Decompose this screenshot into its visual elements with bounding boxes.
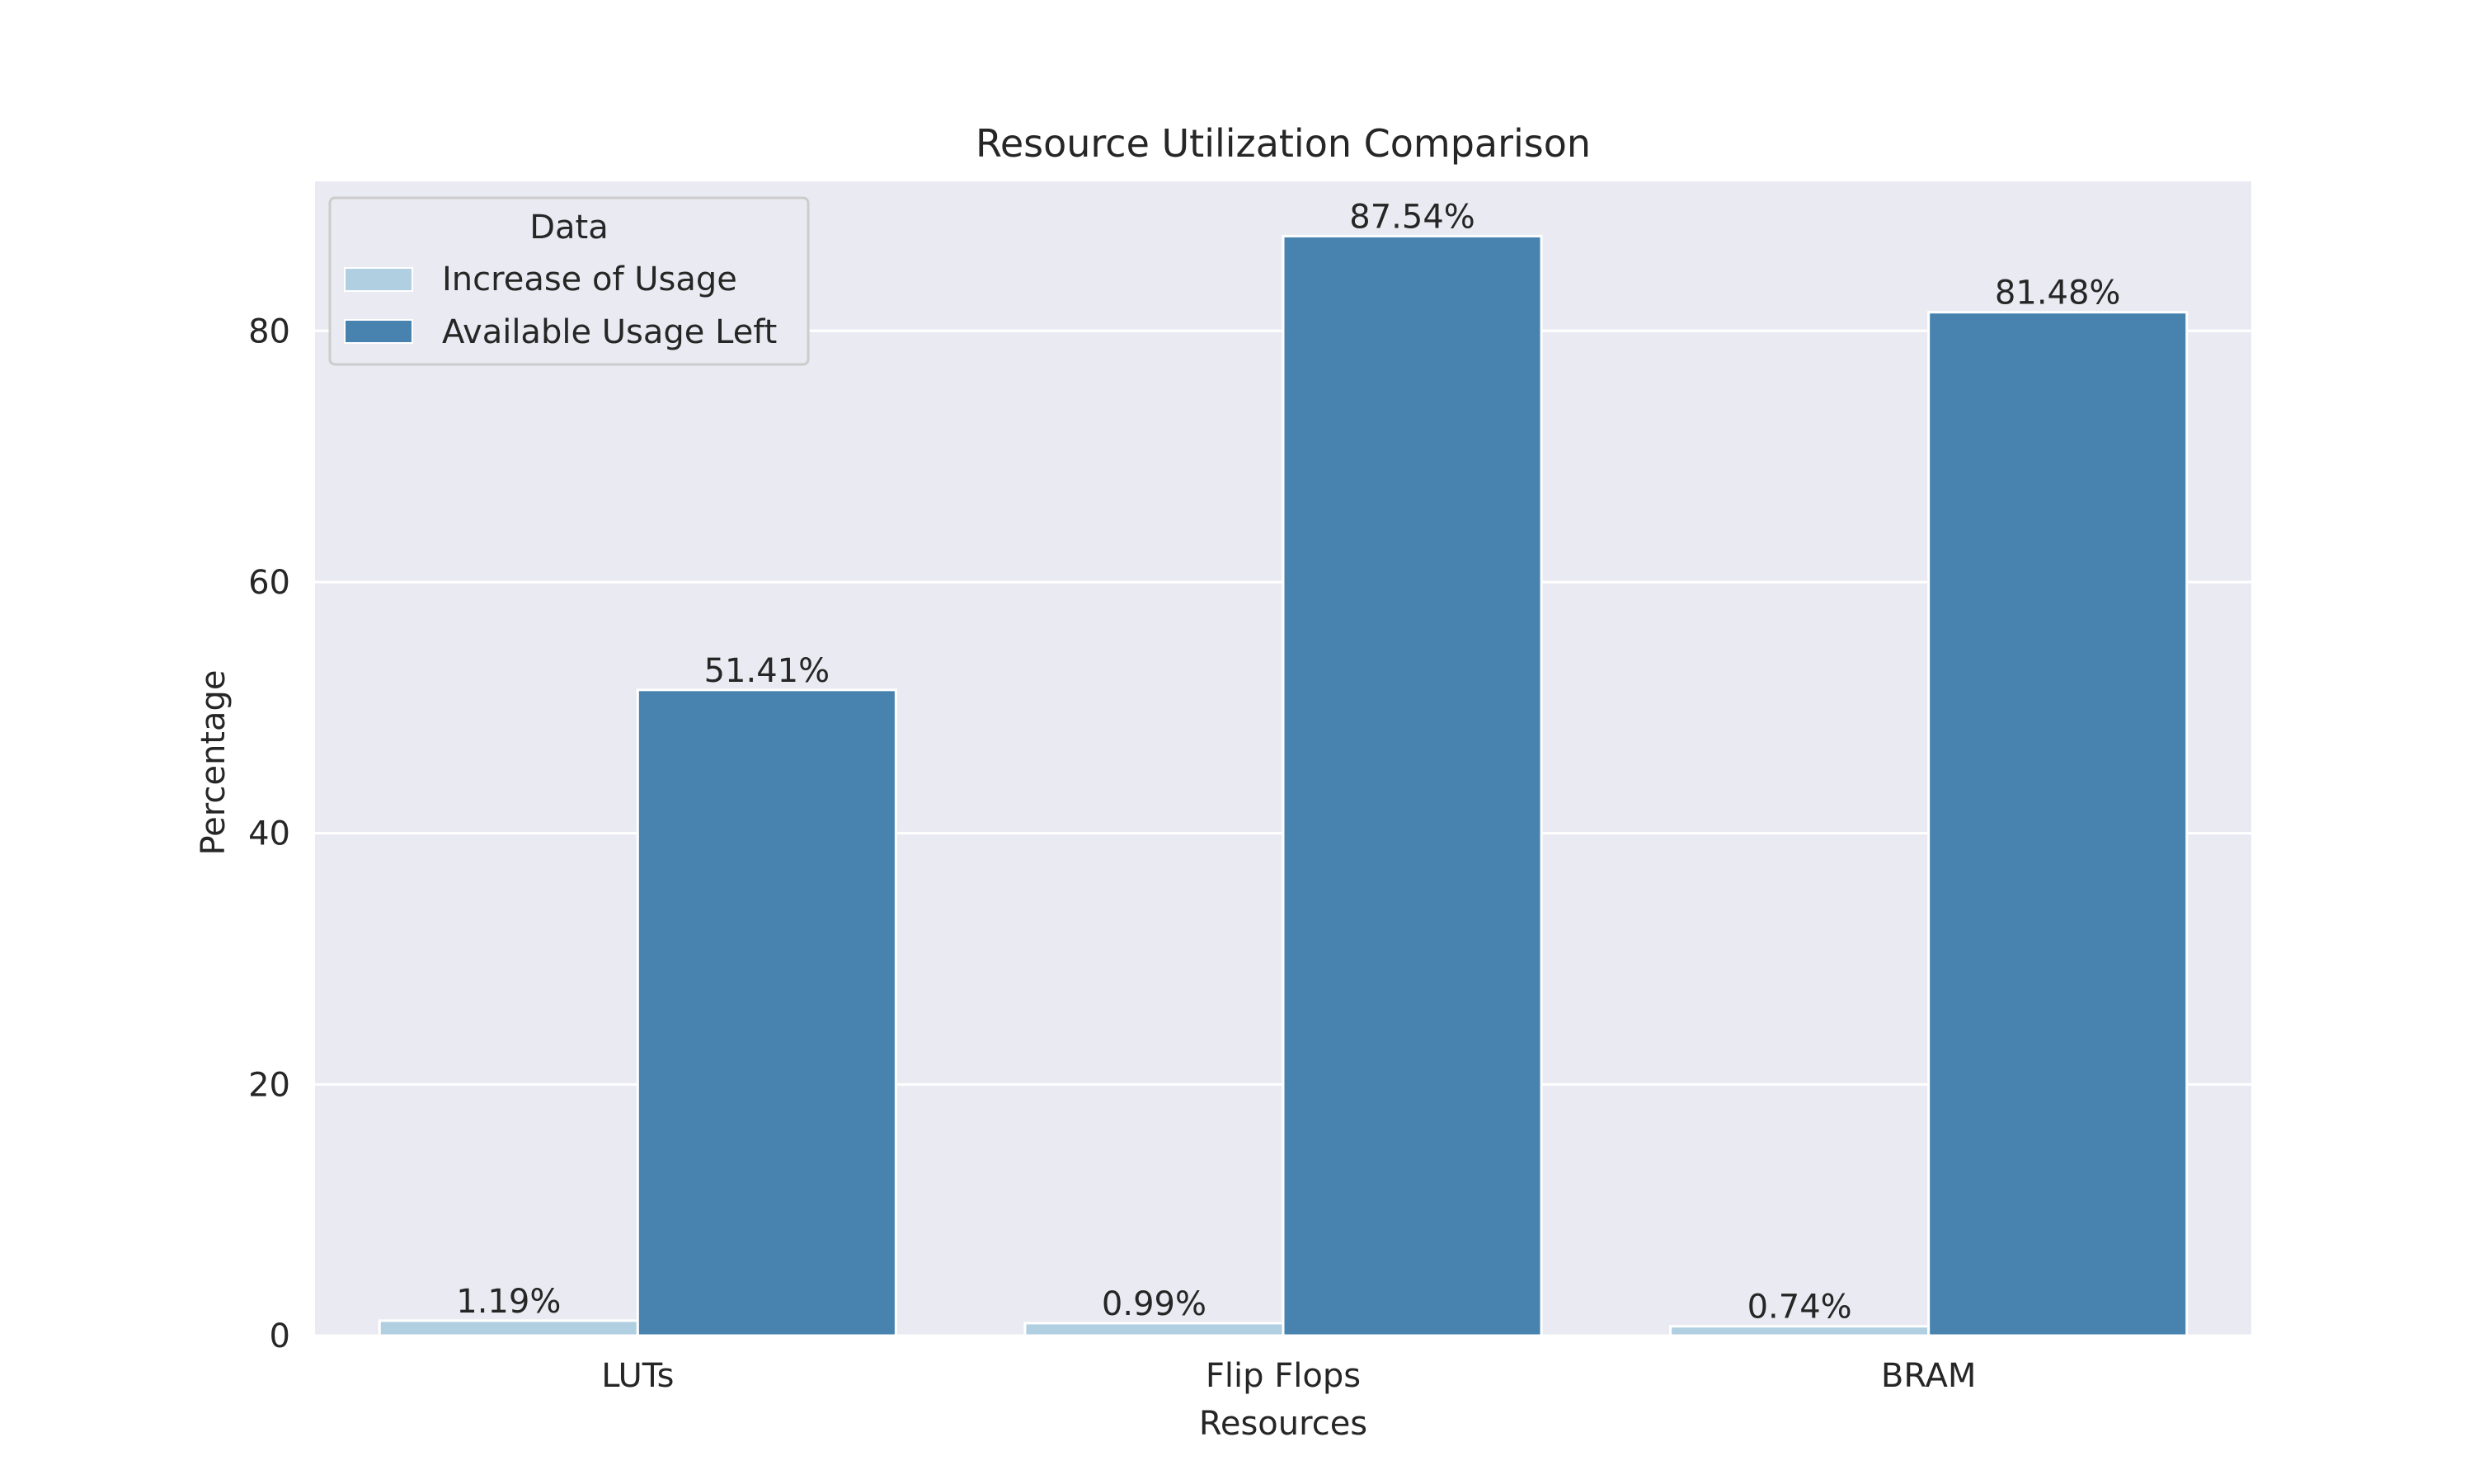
x-ticks: LUTs Flip Flops BRAM: [601, 1357, 1976, 1395]
bar-label-0-1: 0.99%: [1102, 1285, 1206, 1323]
bar-label-1-1: 87.54%: [1349, 198, 1475, 236]
legend-swatch-available: [344, 319, 413, 344]
bar-labels: 1.19% 51.41% 0.99% 87.54% 0.74% 81.48%: [456, 198, 2120, 1326]
legend: Data Increase of Usage Available Usage L…: [328, 196, 810, 366]
bars: [378, 234, 2189, 1337]
bar-0-0: [378, 1319, 639, 1337]
x-tick-label-1: Flip Flops: [1206, 1357, 1361, 1395]
y-tick-label-60: 60: [248, 564, 290, 602]
y-axis-label: Percentage: [195, 669, 233, 855]
bar-1-2: [1927, 311, 2189, 1337]
legend-frame: [328, 196, 810, 366]
y-tick-label-40: 40: [248, 815, 290, 853]
legend-swatch-increase: [344, 267, 413, 292]
x-axis-label: Resources: [1199, 1405, 1367, 1443]
bar-label-1-0: 51.41%: [704, 652, 830, 690]
bar-1-0: [636, 688, 897, 1337]
y-ticks: 0 20 40 60 80: [248, 312, 290, 1355]
x-tick-label-0: LUTs: [601, 1357, 674, 1395]
bar-1-1: [1282, 234, 1543, 1337]
y-tick-label-80: 80: [248, 312, 290, 350]
bar-label-0-0: 1.19%: [456, 1283, 561, 1321]
bar-0-2: [1669, 1325, 1931, 1337]
y-tick-label-20: 20: [248, 1066, 290, 1104]
bar-0-1: [1023, 1322, 1285, 1337]
x-tick-label-2: BRAM: [1881, 1357, 1977, 1395]
legend-label-available: Available Usage Left: [442, 313, 777, 351]
bar-label-0-2: 0.74%: [1747, 1289, 1852, 1327]
chart-title: Resource Utilization Comparison: [976, 121, 1591, 166]
y-tick-label-0: 0: [270, 1317, 290, 1355]
legend-title: Data: [529, 209, 609, 247]
bar-label-1-2: 81.48%: [1995, 275, 2121, 312]
legend-label-increase: Increase of Usage: [442, 261, 737, 298]
